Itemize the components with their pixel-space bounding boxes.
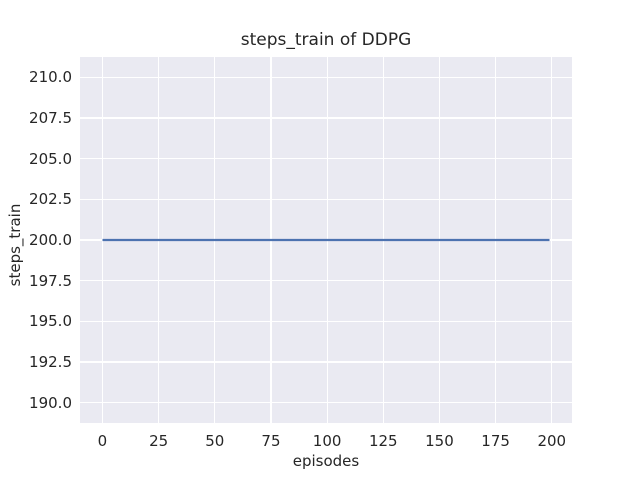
y-gridline [80, 198, 572, 200]
x-tick-label: 25 [149, 432, 169, 450]
y-tick-label: 200.0 [29, 231, 72, 249]
y-tick-label: 190.0 [29, 393, 72, 412]
y-gridline [80, 361, 572, 363]
plot-area [80, 57, 572, 423]
chart-title: steps_train of DDPG [240, 30, 412, 50]
y-tick-label: 195.0 [29, 312, 72, 331]
x-tick-label: 75 [261, 432, 281, 450]
y-tick-label: 192.5 [29, 353, 72, 371]
y-gridline [80, 320, 572, 322]
x-tick-label: 200 [537, 432, 567, 450]
y-gridline [80, 402, 572, 404]
y-tick-label: 197.5 [29, 271, 72, 290]
y-gridline [80, 76, 572, 78]
y-gridline [80, 158, 572, 160]
x-tick-label: 175 [481, 432, 510, 450]
line-plot-svg [102, 238, 550, 242]
x-tick-label: 0 [97, 432, 108, 450]
x-axis-label: episodes [292, 452, 360, 470]
x-tick-label: 125 [368, 432, 398, 450]
x-tick-label: 100 [312, 432, 342, 450]
x-tick-label: 50 [205, 432, 225, 450]
y-tick-label: 205.0 [29, 149, 72, 168]
y-tick-label: 202.5 [29, 190, 72, 209]
y-tick-label: 207.5 [29, 109, 72, 127]
y-tick-label: 210.0 [29, 68, 72, 87]
x-tick-label: 150 [425, 432, 454, 450]
y-gridline [80, 280, 572, 282]
y-gridline [80, 117, 572, 119]
